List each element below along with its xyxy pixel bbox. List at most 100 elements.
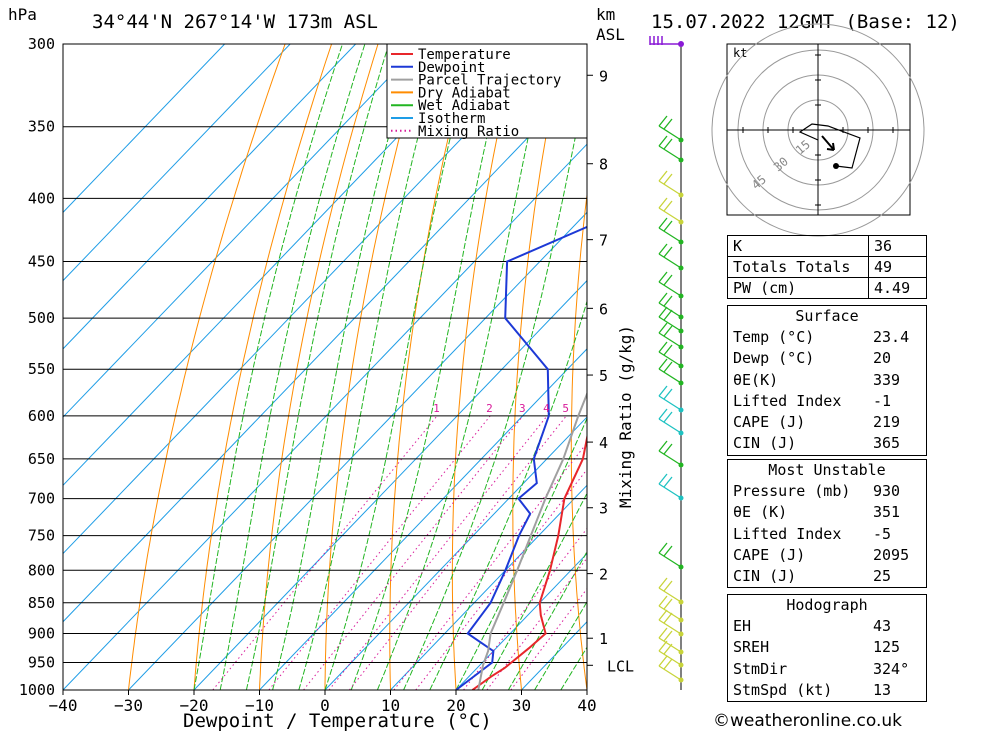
altitude-tick-label: 2: [599, 566, 608, 584]
pressure-tick-label: 350: [28, 118, 55, 136]
surface-title: Surface: [795, 307, 859, 325]
hodograph-unit: kt: [733, 46, 747, 60]
index-table: K 36 Totals Totals 49 PW (cm) 4.49: [727, 235, 927, 299]
most-unstable-row: Pressure (mb) 930: [728, 481, 926, 502]
dry-adiabat-line: [935, 44, 1000, 690]
mixing-ratio-label: 1: [433, 402, 440, 415]
most-unstable-value: 351: [873, 503, 901, 522]
series-dewpoint: [455, 44, 587, 690]
legend-label: Mixing Ratio: [418, 124, 519, 140]
wind-barb: [658, 655, 682, 681]
wet-adiabat-line: [507, 550, 587, 690]
wind-barb: [658, 243, 682, 269]
index-label: PW (cm): [727, 277, 869, 299]
index-row-k: K 36: [727, 235, 927, 257]
hodograph-param-label: SREH: [733, 638, 770, 657]
index-row-pw: PW (cm) 4.49: [727, 277, 927, 299]
x-axis-title: Dewpoint / Temperature (°C): [183, 710, 492, 732]
most-unstable-value: -5: [873, 524, 892, 543]
most-unstable-label: θE (K): [733, 503, 788, 522]
wind-barb: [658, 322, 682, 348]
index-value: 4.49: [868, 277, 927, 299]
isotherm-line: [63, 44, 226, 214]
most-unstable-row: CIN (J) 25: [728, 566, 926, 587]
hodograph-param-value: 43: [873, 617, 892, 635]
series-temperature: [471, 433, 587, 690]
temperature-tick-label: 0: [320, 696, 330, 715]
legend-label: Temperature: [418, 47, 511, 63]
surface-value: -1: [873, 391, 892, 410]
datetime-label: 15.07.2022 12GMT (Base: 12): [651, 11, 960, 33]
isotherm-line: [259, 348, 587, 690]
most-unstable-label: Lifted Index: [733, 524, 842, 543]
temperature-tick-label: 30: [512, 696, 531, 715]
most-unstable-row: θE (K) 351: [728, 502, 926, 523]
isotherm-line: [63, 44, 357, 350]
hodograph-box: Hodograph EH 43 SREH 125 StmDir 324° StmSpd (k…: [727, 594, 927, 703]
temperature-tick-label: 10: [381, 696, 400, 715]
credit: ©weatheronline.co.uk: [713, 711, 903, 731]
most-unstable-row: Lifted Index -5: [728, 524, 926, 545]
mixing-ratio-label: 20: [692, 402, 705, 415]
wind-barb: [658, 217, 682, 243]
km-label: km: [596, 5, 615, 24]
wind-barb: [658, 292, 682, 318]
surface-label: CAPE (J): [733, 413, 806, 432]
pressure-tick-label: 850: [28, 594, 55, 612]
wind-barb: [658, 609, 682, 635]
isotherm-line: [455, 552, 587, 690]
surface-row: θE(K) 339: [728, 370, 926, 391]
altitude-tick-label: 3: [599, 500, 608, 518]
altitude-tick-label: 7: [599, 232, 608, 250]
temperature-tick-label: −40: [49, 696, 78, 715]
altitude-axis: 9 8 7 6 5 4 3 2 1 LCL: [587, 67, 634, 675]
mixing-ratio-label: 25: [714, 402, 727, 415]
temperature-tick-label: −30: [114, 696, 143, 715]
most-unstable-value: 25: [873, 567, 892, 586]
temperature-axis: −40 −30 −20 −10 0 10 20 30 40: [49, 690, 597, 715]
most-unstable-title: Most Unstable: [768, 461, 886, 479]
most-unstable-value: 2095: [873, 545, 910, 564]
legend-label: Dry Adiabat: [418, 85, 511, 101]
wet-adiabat-line: [534, 600, 587, 690]
surface-label: CIN (J): [733, 434, 797, 453]
index-row-tt: Totals Totals 49: [727, 256, 927, 278]
wind-barb: [658, 197, 682, 223]
wind-barb-top: [649, 36, 681, 45]
hodograph-param-row: StmDir 324°: [728, 659, 926, 680]
hodograph-param-row: SREH 125: [728, 637, 926, 658]
wind-barb: [658, 577, 682, 603]
mixing-ratio-label: 3: [519, 402, 526, 415]
wind-barb: [658, 385, 682, 411]
wet-adiabat-line: [324, 44, 474, 690]
pressure-tick-label: 750: [28, 527, 55, 545]
mixing-ratio-axis-title: Mixing Ratio (g/kg): [616, 325, 635, 508]
surface-box: Surface Temp (°C) 23.4 Dewp (°C) 20 θE(K) 339…: [727, 305, 927, 456]
mixing-ratio-line: [486, 557, 587, 690]
legend-label: Isotherm: [418, 111, 485, 127]
hodograph-param-value: 125: [873, 638, 901, 657]
legend-label: Dewpoint: [418, 60, 485, 76]
storm-motion-arrow: [821, 135, 835, 151]
wind-barb: [658, 473, 682, 499]
most-unstable-value: 930: [873, 482, 901, 500]
most-unstable-label: CAPE (J): [733, 545, 806, 564]
wind-barb: [658, 627, 682, 653]
most-unstable-row: CAPE (J) 2095: [728, 545, 926, 566]
surface-row: CAPE (J) 219: [728, 412, 926, 433]
pressure-tick-label: 900: [28, 624, 55, 642]
pressure-tick-label: 650: [28, 450, 55, 468]
surface-value: 219: [873, 413, 901, 432]
altitude-tick-label: 8: [599, 156, 608, 174]
altitude-tick-label: LCL: [607, 657, 634, 675]
hpa-label: hPa: [8, 5, 37, 24]
dry-adiabat-line: [982, 44, 1000, 690]
altitude-tick-label: 4: [599, 434, 608, 452]
legend-label: Parcel Trajectory: [418, 73, 561, 89]
mixing-ratio-labels: 1 2 3 4 5 8 10 16 20 25: [433, 402, 727, 415]
hodograph-param-row: StmSpd (kt) 13: [728, 680, 926, 701]
hodograph-param-label: StmSpd (kt): [733, 680, 833, 699]
wind-barb: [658, 542, 682, 568]
